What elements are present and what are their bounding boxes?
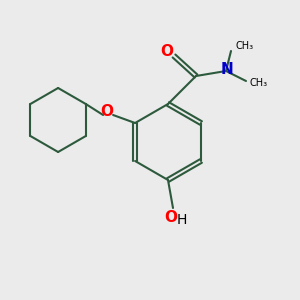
- Text: CH₃: CH₃: [235, 41, 253, 51]
- Text: N: N: [220, 61, 233, 76]
- Text: H: H: [177, 213, 187, 227]
- Text: O: O: [100, 104, 114, 119]
- Text: O: O: [160, 44, 173, 59]
- Text: O: O: [164, 211, 178, 226]
- Text: CH₃: CH₃: [250, 78, 268, 88]
